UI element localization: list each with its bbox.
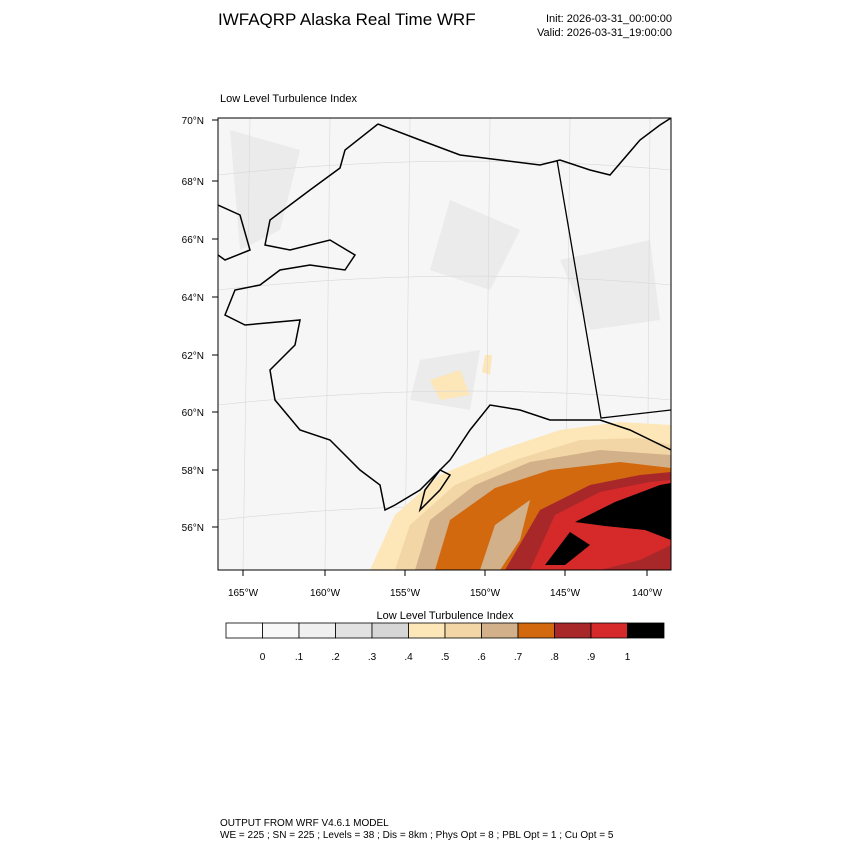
lat-label: 62°N (182, 351, 204, 362)
lat-label: 56°N (182, 523, 204, 534)
lat-label: 66°N (182, 235, 204, 246)
colorbar-label: .4 (404, 652, 413, 663)
lon-label: 145°W (550, 588, 581, 599)
colorbar-label: 0 (260, 652, 266, 663)
coastline (218, 118, 671, 513)
colorbar-box (590, 622, 628, 639)
colorbar-box (225, 622, 263, 639)
footer-line: OUTPUT FROM WRF V4.6.1 MODEL (220, 818, 389, 829)
axis-labels: 70°N 68°N 66°N 64°N 62°N 60°N 58°N 56°N 165°W 160… (182, 116, 663, 599)
lon-label: 150°W (470, 588, 501, 599)
colorbar-label: .3 (368, 652, 377, 663)
lon-label: 155°W (390, 588, 421, 599)
init-time: Init: 2026-03-31_00:00:00 (546, 13, 672, 25)
map-subtitle: Low Level Turbulence Index (220, 93, 357, 105)
colorbar-box (627, 622, 665, 639)
valid-time: Valid: 2026-03-31_19:00:00 (537, 27, 672, 39)
colorbar-box (554, 622, 592, 639)
lon-label: 140°W (632, 588, 663, 599)
terrain-shading (230, 130, 660, 410)
turbulence-core (545, 483, 671, 565)
colorbar-box (444, 622, 482, 639)
colorbar-label: .6 (477, 652, 486, 663)
border (556, 159, 671, 419)
lat-label: 60°N (182, 408, 204, 419)
colorbar-box (262, 622, 300, 639)
colorbar-label: .1 (295, 652, 304, 663)
lon-label: 165°W (228, 588, 259, 599)
colorbar-title: Low Level Turbulence Index (377, 610, 514, 622)
lat-label: 64°N (182, 293, 204, 304)
colorbar-label: .9 (587, 652, 596, 663)
map (217, 117, 672, 571)
footer-line: WE = 225 ; SN = 225 ; Levels = 38 ; Dis … (220, 830, 614, 841)
colorbar-label: 1 (625, 652, 631, 663)
lat-label: 58°N (182, 466, 204, 477)
lat-label: 70°N (182, 116, 204, 127)
colorbar-label: .7 (514, 652, 523, 663)
turbulence-zone (480, 500, 530, 570)
colorbar-label: .2 (331, 652, 340, 663)
low-turbulence (430, 355, 492, 400)
colorbar: 0 .1 .2 .3 .4 .5 .6 .7 .8 .9 1 (225, 622, 665, 663)
lon-label: 160°W (310, 588, 341, 599)
colorbar-label: .5 (441, 652, 450, 663)
colorbar-box (371, 622, 409, 639)
colorbar-box (408, 622, 446, 639)
colorbar-box (298, 622, 336, 639)
lat-label: 68°N (182, 177, 204, 188)
colorbar-box (481, 622, 519, 639)
map-frame (217, 117, 672, 571)
colorbar-box (335, 622, 373, 639)
colorbar-label: .8 (550, 652, 559, 663)
title: IWFAQRP Alaska Real Time WRF (218, 10, 476, 29)
colorbar-box (517, 622, 555, 639)
